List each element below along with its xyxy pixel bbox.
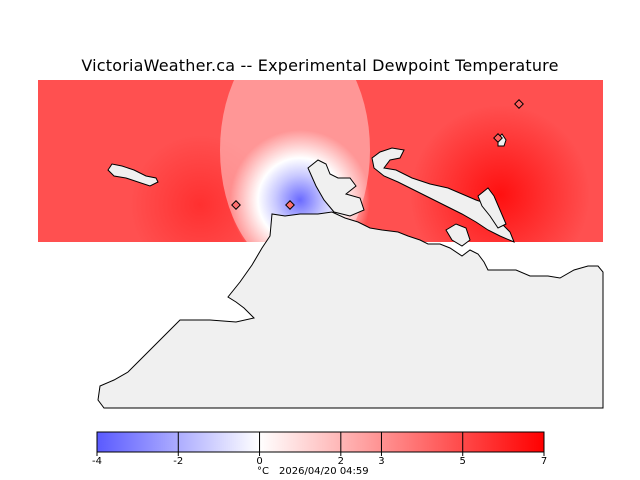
colorbar-tick-label: 3	[378, 456, 384, 467]
station-marker[interactable]	[231, 200, 241, 210]
station-markers	[231, 99, 524, 210]
station-marker[interactable]	[514, 99, 524, 109]
colorbar-tick-label: 2	[338, 456, 344, 467]
colorbar-gradient	[96, 431, 545, 453]
timestamp: 2026/04/20 04:59	[279, 466, 369, 477]
colorbar-tick-label: 7	[541, 456, 547, 467]
station-marker[interactable]	[285, 200, 295, 210]
colorbar-unit: °C	[257, 466, 269, 477]
landmass	[97, 133, 604, 409]
colorbar-tick-label: 5	[460, 456, 466, 467]
colorbar-tick-label: 0	[256, 456, 262, 467]
colorbar-tick-label: -4	[92, 456, 102, 467]
colorbar-tick-label: -2	[173, 456, 183, 467]
map-title: VictoriaWeather.ca -- Experimental Dewpo…	[81, 56, 559, 75]
colorbar-ticks: -4 -2 0 2 3 5 7	[92, 432, 547, 467]
station-marker[interactable]	[493, 133, 503, 143]
